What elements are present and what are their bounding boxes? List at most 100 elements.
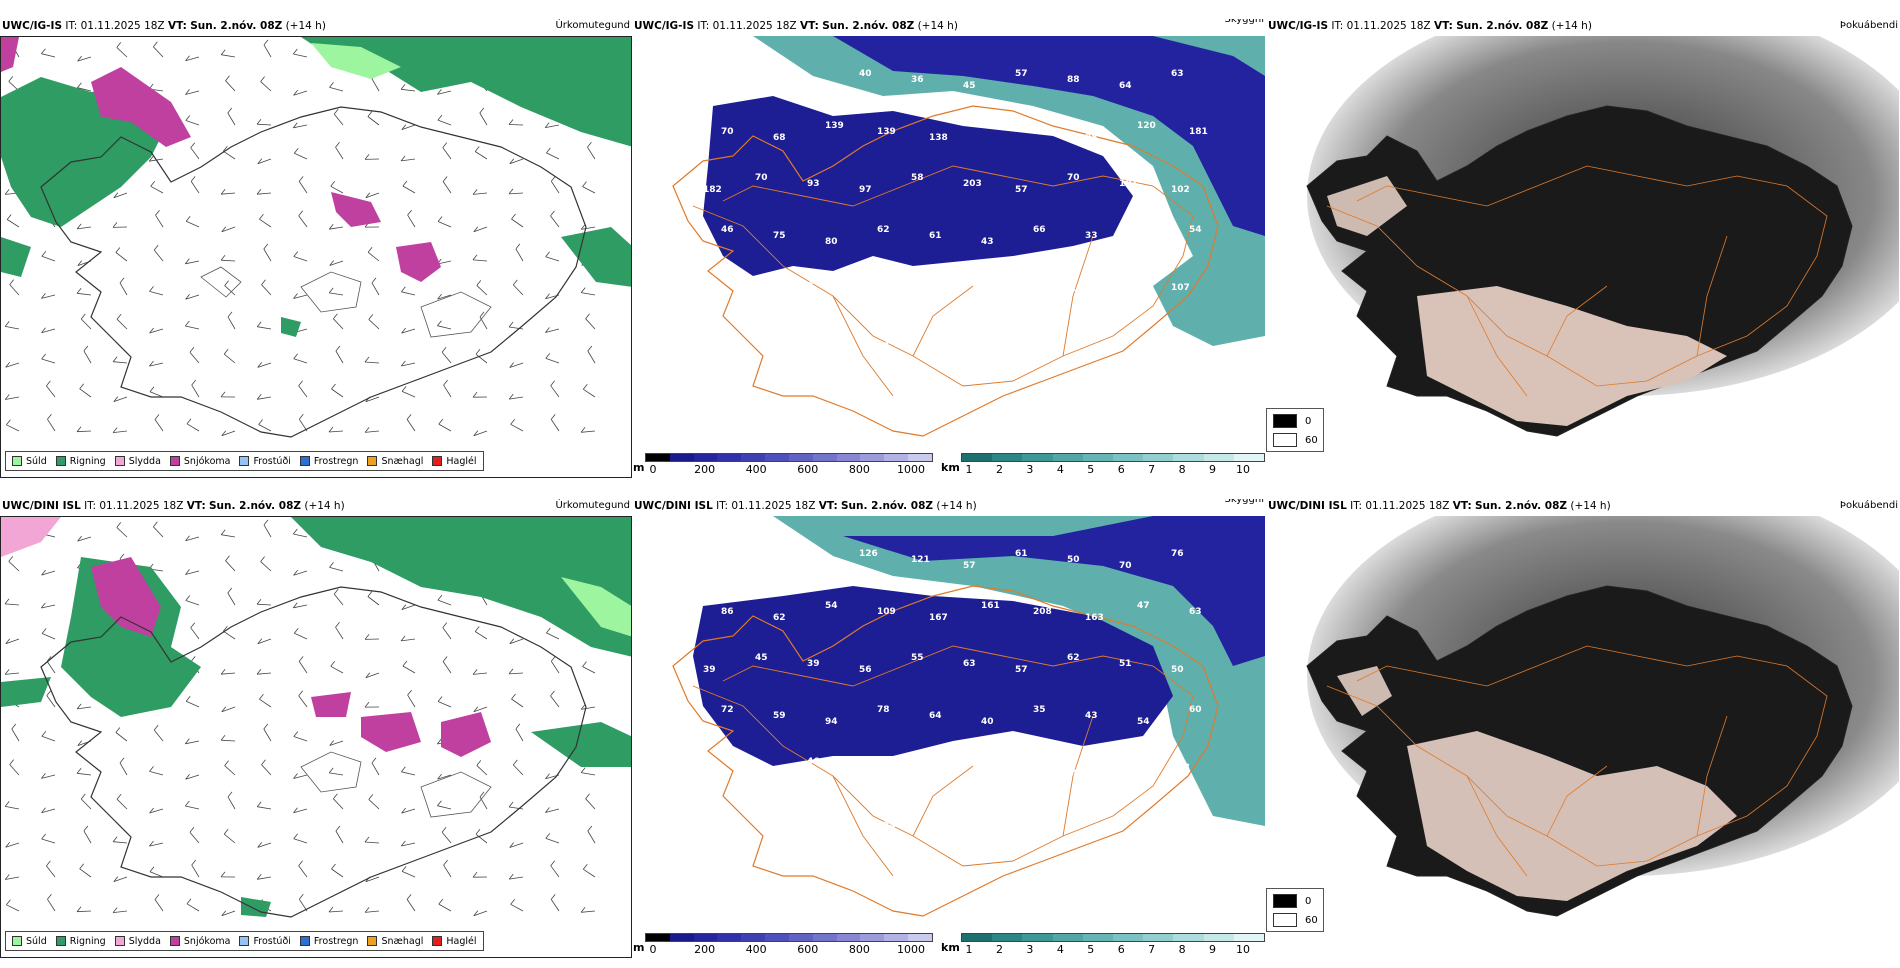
ceiling-label: 88 [1067, 75, 1080, 85]
glacier-outline [421, 772, 491, 817]
ceiling-label: 166 [1119, 757, 1138, 767]
legend-item: 0 [1273, 414, 1311, 428]
fog-map [1267, 36, 1899, 463]
model-row-dini: UWC/DINI ISL IT: 01.11.2025 18Z VT: Sun.… [0, 496, 1900, 968]
scale-tick: 2 [996, 463, 1003, 476]
legend-swatch [1273, 913, 1297, 927]
legend-item: Rigning [56, 456, 106, 467]
scale-color [741, 934, 765, 941]
ceiling-label: 40 [981, 717, 994, 727]
ceiling-label: 107 [1171, 283, 1190, 293]
ceiling-label: 62 [773, 613, 786, 623]
legend-label: 60 [1305, 435, 1318, 446]
scale-color [813, 454, 837, 461]
ceiling-label: 57 [1015, 185, 1028, 195]
scale-color [1204, 454, 1234, 461]
legend-swatch [1273, 894, 1297, 908]
ceiling-label: 39 [807, 659, 820, 669]
precip-type-panel: UWC/IG-IS IT: 01.11.2025 18Z VT: Sun. 2.… [0, 16, 632, 488]
model-name: UWC/IG-IS [2, 20, 62, 32]
legend-label: Haglél [446, 456, 476, 467]
ceiling-label: 78 [877, 705, 890, 715]
ceiling-label: 109 [877, 607, 896, 617]
scale-tick: 6 [1118, 463, 1125, 476]
legend-item: Haglél [432, 456, 476, 467]
rain-area [1, 677, 51, 707]
ceiling-label: 74 [703, 283, 716, 293]
scale-color [860, 454, 884, 461]
ceiling-label: 33 [1085, 231, 1098, 241]
scale-color [884, 934, 908, 941]
ceiling-label: 53 [703, 69, 716, 79]
ceiling-label: 45 [755, 653, 768, 663]
scale-color [741, 454, 765, 461]
ceiling-label: 39 [755, 75, 768, 85]
legend-swatch [300, 936, 310, 946]
ceiling-label: 126 [859, 549, 878, 559]
legend-swatch [367, 936, 377, 946]
ceiling-label: 90 [963, 757, 976, 767]
legend-swatch [432, 456, 442, 466]
scale-color [1173, 934, 1203, 941]
sleet-area [1, 517, 61, 557]
lead-time: (+14 h) [304, 500, 344, 512]
ceiling-label: 46 [721, 225, 734, 235]
ceiling-label: 167 [929, 613, 948, 623]
scale-color [670, 454, 694, 461]
model-name: UWC/IG-IS [1268, 20, 1328, 32]
legend-swatch [1273, 414, 1297, 428]
ceiling-label: 45 [963, 81, 976, 91]
panel-title: Þokuábendi [1840, 499, 1898, 513]
lead-time: (+14 h) [286, 20, 326, 32]
scale-color [670, 934, 694, 941]
ceiling-label: 43 [981, 237, 994, 247]
scale-tick: 7 [1148, 463, 1155, 476]
ceiling-label: 62 [825, 815, 838, 825]
ceiling-visibility-panel: UWC/DINI ISL IT: 01.11.2025 18Z VT: Sun.… [632, 496, 1266, 968]
scale-tick: 800 [849, 463, 870, 476]
ceiling-label: 139 [877, 127, 896, 137]
scale-color [1234, 454, 1264, 461]
ceiling-label: 58 [911, 173, 924, 183]
legend-item: Snæhagl [367, 456, 423, 467]
scale-tick: 10 [1236, 463, 1250, 476]
ceiling-label: 50 [1067, 555, 1080, 565]
ceiling-label: 55 [911, 653, 924, 663]
legend-item: Frostregn [300, 936, 359, 947]
legend-swatch [170, 456, 180, 466]
ceiling-label: 68 [773, 133, 786, 143]
ceiling-label: 121 [911, 555, 930, 565]
legend-label: Frostúði [253, 456, 290, 467]
ceiling-label: 39 [703, 665, 716, 675]
model-name: UWC/IG-IS [634, 20, 694, 32]
ceiling-label: 120 [1137, 121, 1156, 131]
scale-color [908, 934, 932, 941]
ceiling-label: 34 [807, 81, 820, 91]
lead-time: (+14 h) [1570, 500, 1610, 512]
legend-label: Frostregn [314, 456, 359, 467]
legend-label: Snjókoma [184, 936, 231, 947]
legend-label: Snæhagl [381, 936, 423, 947]
ceiling-label: 43 [1085, 711, 1098, 721]
rain-area [561, 227, 632, 287]
ceiling-label: 138 [929, 133, 948, 143]
ceiling-label: 46 [807, 757, 820, 767]
rain-area [241, 897, 271, 917]
ceiling-label: 154 [963, 277, 982, 287]
ceiling-label: 64 [929, 711, 942, 721]
legend-item: Súld [12, 936, 47, 947]
panel-header: UWC/DINI ISL IT: 01.11.2025 18Z VT: Sun.… [1268, 499, 1898, 515]
model-row-igis: UWC/IG-IS IT: 01.11.2025 18Z VT: Sun. 2.… [0, 16, 1900, 488]
ceiling-label: 60 [1189, 705, 1202, 715]
ceiling-label: 70 [1119, 561, 1132, 571]
ceiling-label: 47 [1137, 601, 1150, 611]
scale-color [1234, 934, 1264, 941]
ceiling-label: 148 [825, 335, 844, 345]
ceiling-label: 100 [755, 289, 774, 299]
ceiling-label: 57 [1015, 665, 1028, 675]
ceiling-label: 127 [1015, 763, 1034, 773]
ceiling-label: 63 [1171, 69, 1184, 79]
legend-item: Rigning [56, 936, 106, 947]
